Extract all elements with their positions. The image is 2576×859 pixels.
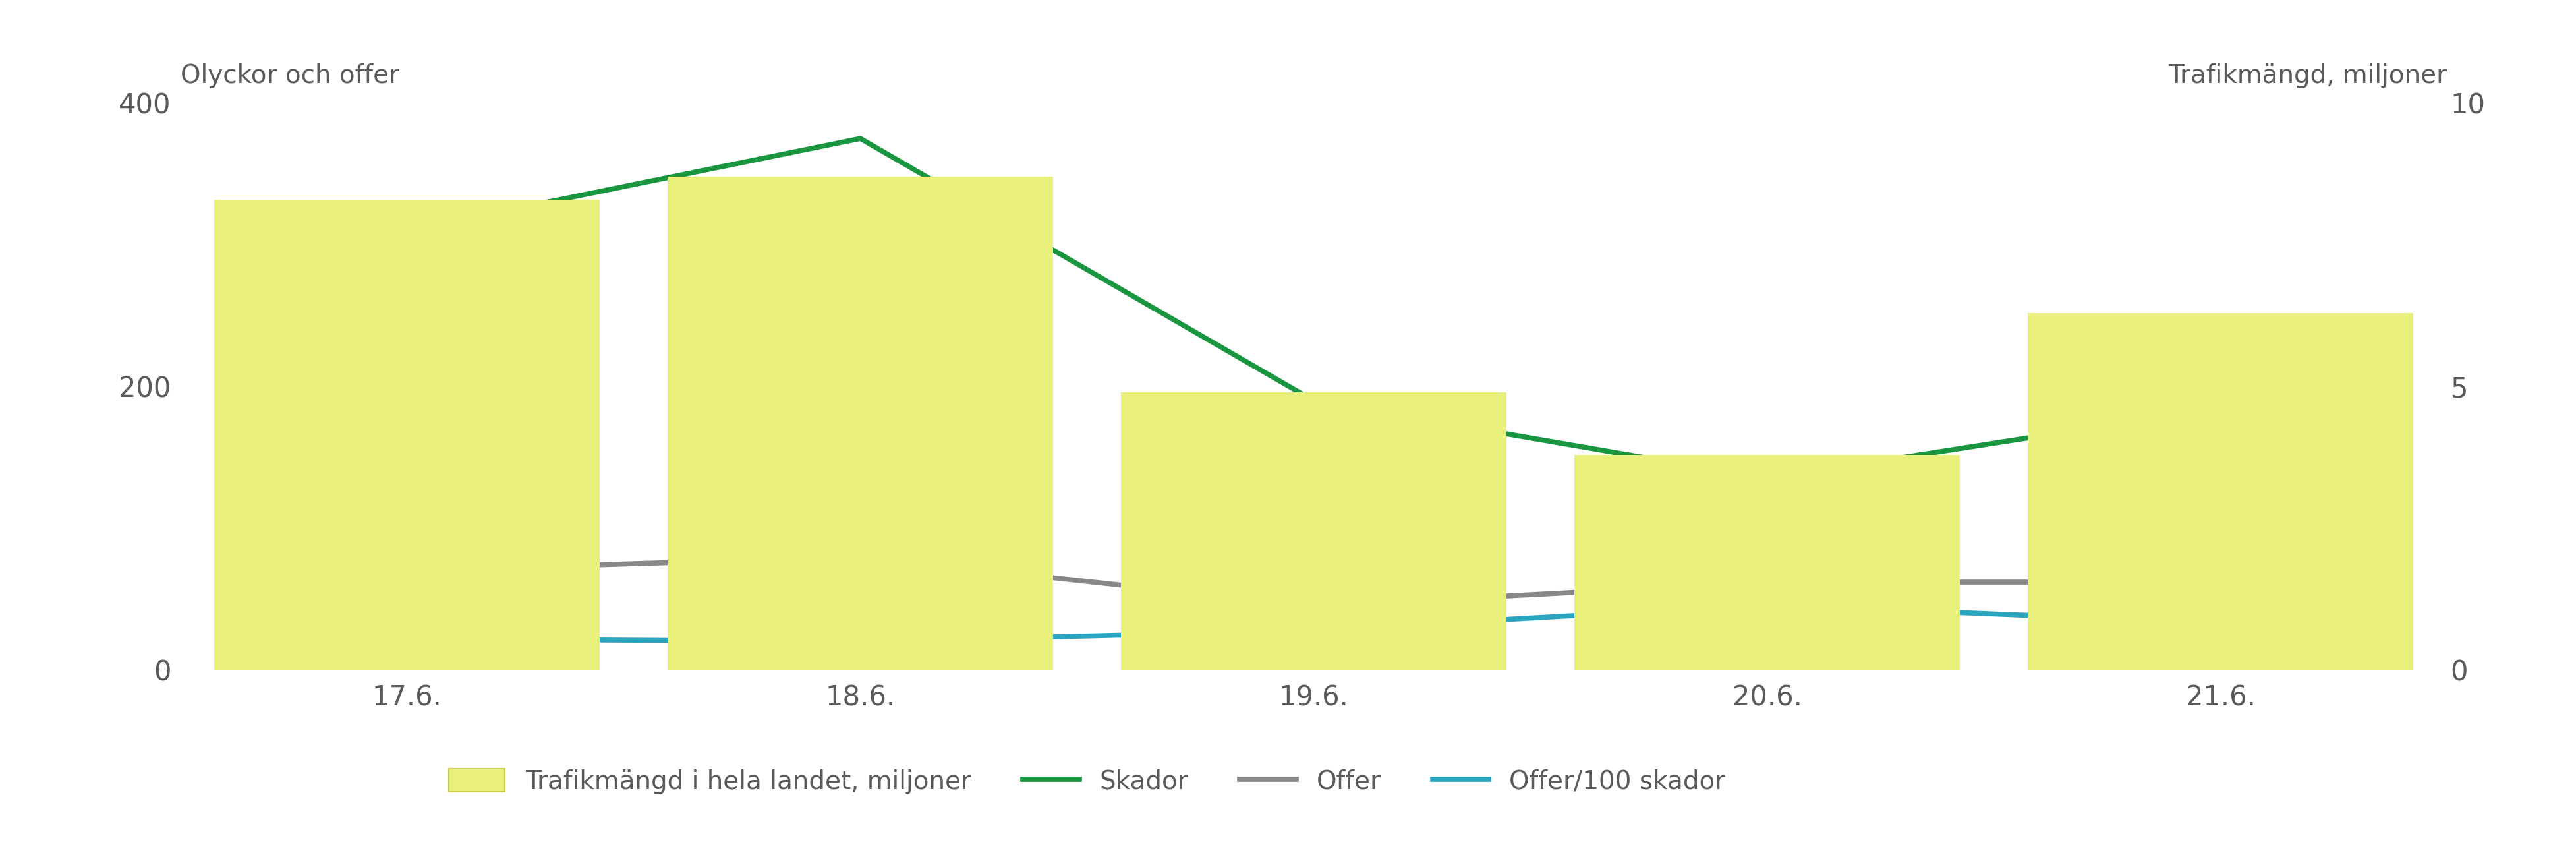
Bar — [2027, 313, 2414, 670]
Bar — [1121, 393, 1507, 670]
Text: Olyckor och offer: Olyckor och offer — [180, 64, 399, 88]
Legend: Trafikmängd i hela landet, miljoner, Skador, Offer, Offer/100 skador: Trafikmängd i hela landet, miljoner, Ska… — [438, 758, 1736, 805]
Text: Trafikmängd, miljoner: Trafikmängd, miljoner — [2169, 64, 2447, 88]
Bar — [667, 177, 1054, 670]
Bar — [214, 199, 600, 670]
Bar — [1574, 454, 1960, 670]
